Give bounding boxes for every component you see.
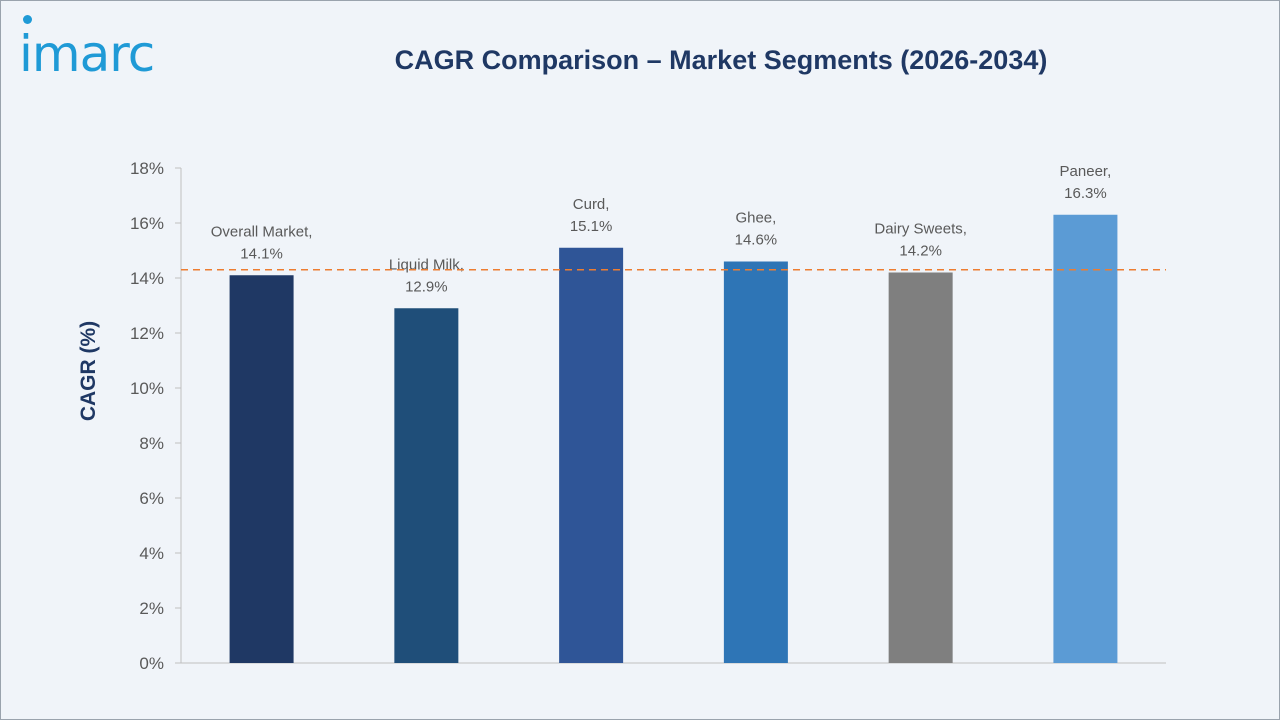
data-label-value: 14.2% xyxy=(899,243,942,260)
y-tick-label: 8% xyxy=(139,434,164,453)
bar-paneer xyxy=(1053,214,1118,663)
chart-title: CAGR Comparison – Market Segments (2026-… xyxy=(394,45,1048,75)
data-label-value: 14.1% xyxy=(240,245,283,262)
bar-ghee xyxy=(723,261,788,663)
bar-overall-market xyxy=(229,275,294,663)
bar-liquid-milk xyxy=(394,308,459,663)
y-tick-label: 12% xyxy=(130,324,164,343)
y-tick-label: 10% xyxy=(130,379,164,398)
data-label-value: 12.9% xyxy=(405,278,448,295)
y-tick-label: 4% xyxy=(139,544,164,563)
data-label-value: 16.3% xyxy=(1064,185,1107,202)
data-label-value: 14.6% xyxy=(735,232,778,249)
data-label-category: Curd, xyxy=(573,196,610,213)
y-tick-label: 14% xyxy=(130,269,164,288)
y-tick-label: 0% xyxy=(139,654,164,673)
data-label-category: Ghee, xyxy=(735,210,776,227)
bar-curd xyxy=(559,247,624,663)
data-label-category: Liquid Milk, xyxy=(389,256,464,273)
bar-dairy-sweets xyxy=(888,272,953,663)
data-label-value: 15.1% xyxy=(570,218,613,235)
y-tick-label: 16% xyxy=(130,214,164,233)
y-tick-label: 6% xyxy=(139,489,164,508)
data-label-category: Dairy Sweets, xyxy=(874,221,967,238)
y-tick-label: 2% xyxy=(139,599,164,618)
logo-dot xyxy=(23,15,32,24)
data-label-category: Overall Market, xyxy=(211,223,313,240)
y-tick-label: 18% xyxy=(130,159,164,178)
imarc-logo: imarc xyxy=(19,25,155,83)
data-label-category: Paneer, xyxy=(1060,163,1112,180)
